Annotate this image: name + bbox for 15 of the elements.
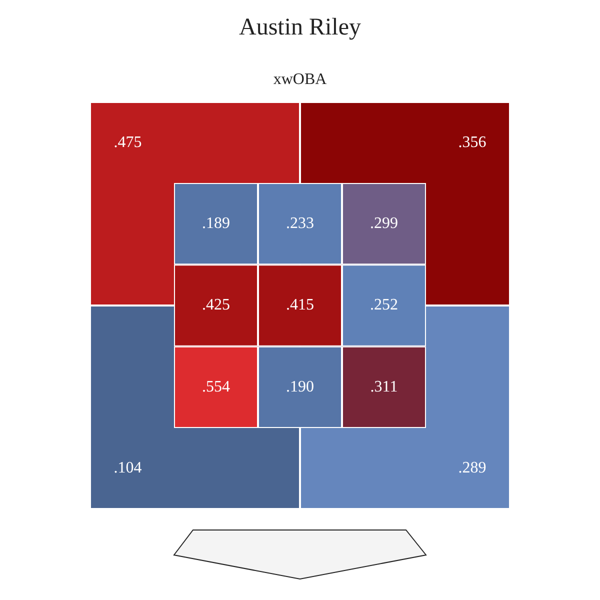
data-label: .475 <box>114 134 142 151</box>
data-label: .554 <box>202 378 230 396</box>
chart-subtitle: xwOBA <box>273 71 328 88</box>
data-label: .233 <box>286 215 314 232</box>
data-label: .311 <box>370 378 398 396</box>
data-label: .356 <box>458 134 486 151</box>
data-label: .425 <box>202 296 230 314</box>
data-label: .189 <box>202 215 230 232</box>
chart-title: Austin Riley <box>238 14 362 40</box>
data-label: .190 <box>286 378 314 396</box>
data-label: .252 <box>370 296 398 314</box>
data-label: .104 <box>114 460 142 477</box>
data-label: .289 <box>458 460 486 477</box>
data-label: .415 <box>286 296 314 314</box>
data-label: .299 <box>370 215 398 232</box>
